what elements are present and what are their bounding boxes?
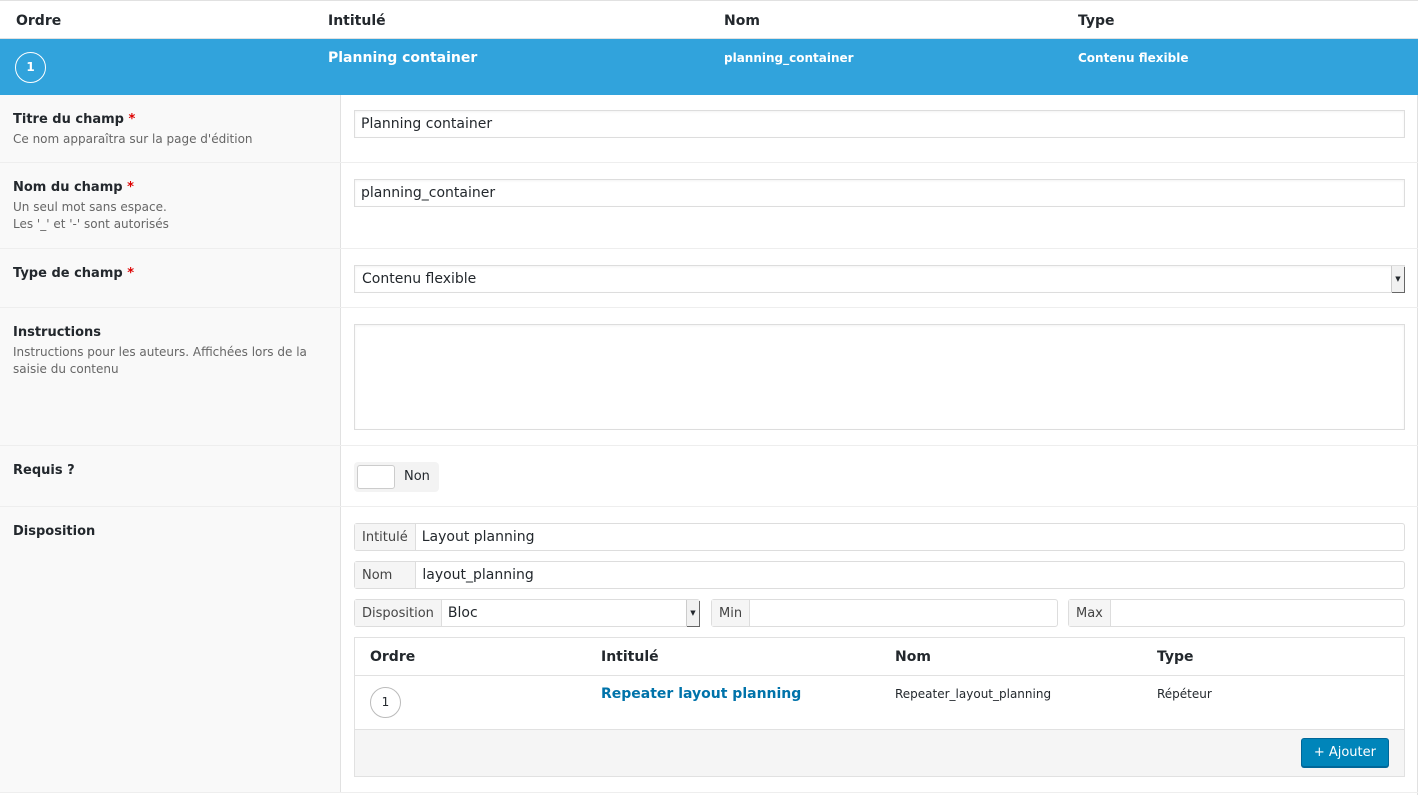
row-layout: Disposition Intitulé Layout planning Nom l… — [0, 507, 1418, 793]
field-name: planning_container — [724, 51, 854, 65]
sub-col-ordre: Ordre — [370, 649, 416, 665]
description: Ce nom apparaîtra sur la page d'édition — [13, 132, 253, 146]
prefix: Nom — [355, 562, 417, 588]
sub-col-type: Type — [1157, 649, 1194, 665]
description: Les '_' et '-' sont autorisés — [13, 217, 169, 231]
prefix: Min — [712, 600, 751, 626]
display-value: Bloc — [447, 605, 478, 621]
prefix: Max — [1069, 600, 1111, 626]
max-input[interactable] — [1111, 600, 1404, 626]
layout-name-field[interactable]: Nom layout_planning — [354, 561, 1405, 589]
prefix: Intitulé — [355, 524, 416, 550]
sub-field-label-link[interactable]: Repeater layout planning — [601, 686, 802, 702]
label: Type de champ — [13, 266, 123, 281]
order-badge[interactable]: 1 — [370, 687, 401, 718]
layout-display-field[interactable]: Disposition Bloc ▼ — [354, 599, 700, 627]
order-badge[interactable]: 1 — [15, 52, 46, 83]
add-field-button[interactable]: + Ajouter — [1300, 738, 1389, 767]
col-intitule: Intitulé — [328, 13, 386, 29]
row-name: Nom du champ * Un seul mot sans espace. Le… — [0, 163, 1418, 249]
type-value: Contenu flexible — [362, 271, 477, 287]
min-input[interactable] — [750, 600, 1057, 626]
row-title: Titre du champ * Ce nom apparaîtra sur la… — [0, 95, 1418, 163]
field-row-active[interactable]: 1 Planning container planning_container … — [0, 39, 1418, 95]
label: Nom du champ — [13, 180, 123, 195]
required-marker: * — [127, 180, 134, 195]
name-input[interactable]: planning_container — [354, 179, 1405, 207]
fields-table-header: Ordre Intitulé Nom Type — [0, 1, 1418, 39]
field-type: Contenu flexible — [1078, 51, 1189, 65]
sub-table-footer: + Ajouter — [355, 730, 1404, 776]
required-marker: * — [128, 112, 136, 127]
toggle-knob — [357, 465, 395, 489]
label: Disposition — [13, 524, 96, 539]
title-input[interactable]: Planning container — [354, 110, 1405, 138]
layout-display-select[interactable]: Bloc ▼ — [442, 600, 699, 626]
description: Instructions pour les auteurs. Affichées… — [13, 345, 307, 376]
required-toggle[interactable]: Non — [354, 462, 439, 492]
sub-field-name: Repeater_layout_planning — [895, 687, 1052, 701]
instructions-textarea[interactable] — [354, 324, 1405, 430]
row-type: Type de champ * Contenu flexible ▼ — [0, 249, 1418, 308]
col-nom: Nom — [724, 13, 760, 29]
type-select[interactable]: Contenu flexible ▼ — [354, 265, 1405, 293]
layout-max-field[interactable]: Max — [1068, 599, 1405, 627]
label: Requis ? — [13, 463, 75, 478]
chevron-down-icon: ▼ — [686, 600, 699, 626]
layout-label-input[interactable]: Layout planning — [421, 529, 535, 545]
layout-name-input[interactable]: layout_planning — [422, 567, 534, 583]
sub-field-row[interactable]: 1 Repeater layout planning Repeater_layo… — [355, 675, 1404, 730]
field-label[interactable]: Planning container — [328, 50, 478, 66]
prefix: Disposition — [355, 600, 442, 626]
row-required: Requis ? Non — [0, 446, 1418, 507]
sub-col-intitule: Intitulé — [601, 649, 659, 665]
col-ordre: Ordre — [16, 13, 62, 29]
sub-col-nom: Nom — [895, 649, 931, 665]
toggle-label: Non — [404, 469, 430, 484]
description: Un seul mot sans espace. — [13, 200, 167, 214]
sub-field-type: Répéteur — [1157, 687, 1212, 701]
chevron-down-icon: ▼ — [1391, 266, 1404, 292]
sub-fields-table: Ordre Intitulé Nom Type 1 Repeater layou… — [354, 637, 1405, 777]
label: Titre du champ — [13, 112, 124, 127]
col-type: Type — [1078, 13, 1115, 29]
layout-label-field[interactable]: Intitulé Layout planning — [354, 523, 1405, 551]
label: Instructions — [13, 325, 102, 340]
layout-min-field[interactable]: Min — [711, 599, 1058, 627]
required-marker: * — [127, 266, 135, 281]
row-instructions: Instructions Instructions pour les auteur… — [0, 308, 1418, 446]
